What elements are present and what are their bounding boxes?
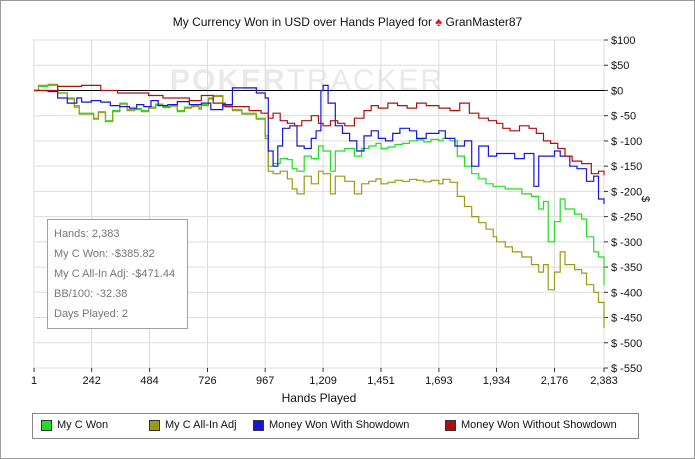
x-tick-label: 1,693 [425, 375, 453, 387]
x-tick-label: 1,451 [367, 375, 395, 387]
series-line-1 [34, 83, 605, 329]
series-line-3 [34, 84, 605, 176]
stats-box: Hands: 2,383 My C Won: -$385.82 My C All… [47, 219, 188, 329]
x-axis-label: Hands Played [281, 391, 357, 405]
chart-title: My Currency Won in USD over Hands Played… [0, 14, 695, 29]
y-tick-label: $ -500 [611, 338, 642, 350]
y-tick-label: $ -550 [611, 363, 642, 375]
legend-swatch [445, 420, 456, 431]
y-tick-label: $ -350 [611, 262, 642, 274]
x-tick-label: 484 [140, 375, 158, 387]
y-axis-label: $ [639, 196, 651, 203]
stat-won: My C Won: -$385.82 [54, 248, 155, 260]
y-tick-label: $ -300 [611, 237, 642, 249]
legend: My C Won My C All-In Adj Money Won With … [32, 413, 639, 439]
player-name: GranMaster87 [445, 15, 523, 29]
legend-swatch [41, 420, 52, 431]
stat-bb100: BB/100: -32.38 [54, 288, 128, 300]
legend-swatch [253, 420, 264, 431]
y-tick-label: $0 [611, 85, 623, 97]
x-tick-label: 242 [82, 375, 100, 387]
x-tick-label: 1,209 [309, 375, 337, 387]
y-tick-label: $ -50 [611, 111, 636, 123]
spade-icon: ♠ [435, 14, 443, 29]
y-tick-label: $ -400 [611, 287, 642, 299]
y-tick-label: $50 [611, 60, 629, 72]
legend-swatch [149, 420, 160, 431]
stat-days-played: Days Played: 2 [54, 308, 128, 320]
x-tick-label: 2,383 [590, 375, 618, 387]
x-tick-label: 2,176 [541, 375, 569, 387]
legend-label: Money Won Without Showdown [461, 419, 617, 431]
x-tick-label: 1 [31, 375, 37, 387]
legend-label: My C Won [57, 419, 109, 431]
y-tick-label: $ -150 [611, 161, 642, 173]
y-tick-label: $ -100 [611, 136, 642, 148]
series-line-2 [34, 84, 605, 204]
legend-label: My C All-In Adj [165, 419, 237, 431]
y-tick-label: $100 [611, 35, 635, 47]
x-tick-label: 1,934 [483, 375, 511, 387]
series-line-0 [34, 84, 605, 286]
chart-title-text: My Currency Won in USD over Hands Played… [172, 15, 432, 29]
legend-label: Money Won With Showdown [269, 419, 410, 431]
stat-hands: Hands: 2,383 [54, 228, 120, 240]
x-tick-label: 726 [198, 375, 216, 387]
x-tick-label: 967 [256, 375, 274, 387]
y-tick-label: $ -250 [611, 212, 642, 224]
stat-allin-adj: My C All-In Adj: -$471.44 [54, 268, 176, 280]
y-tick-label: $ -450 [611, 313, 642, 325]
y-tick-label: $ -200 [611, 186, 642, 198]
